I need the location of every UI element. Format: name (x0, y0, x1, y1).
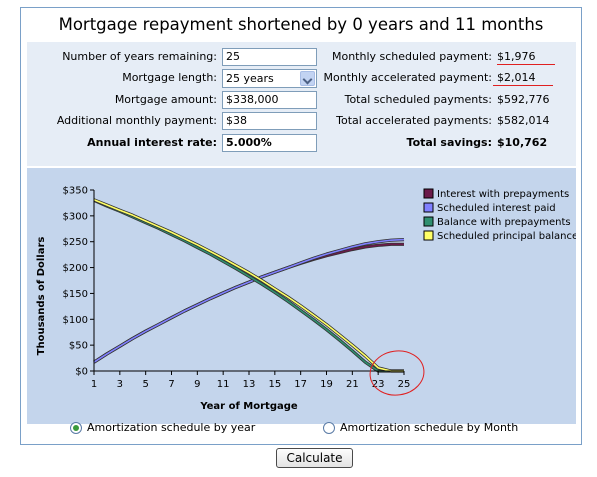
annotation-circle (369, 350, 425, 396)
x-tick-label: 9 (194, 379, 200, 390)
series-line-3 (93, 199, 404, 372)
radio-selected-icon[interactable] (70, 421, 82, 434)
underline-annotation (493, 85, 553, 86)
legend-label: Balance with prepayments (437, 217, 571, 228)
x-tick-label: 19 (320, 379, 333, 390)
x-tick-label: 17 (294, 379, 307, 390)
mortgage-calculator-panel: Mortgage repayment shortened by 0 years … (20, 7, 582, 445)
total-savings-label: Total savings: (406, 136, 492, 149)
legend-swatch (423, 230, 434, 241)
x-tick-label: 21 (346, 379, 359, 390)
radio-by-month[interactable]: Amortization schedule by Month (323, 421, 518, 434)
mortgage-length-value: 25 years (226, 72, 274, 85)
legend-swatch (423, 188, 434, 199)
y-tick-label: $350 (63, 186, 88, 197)
x-tick-label: 11 (217, 379, 230, 390)
y-tick-label: $300 (63, 211, 88, 222)
legend-swatch (423, 216, 434, 227)
chevron-down-icon[interactable] (300, 71, 315, 86)
series-line-outline (93, 198, 404, 373)
result-title: Mortgage repayment shortened by 0 years … (58, 15, 544, 34)
interest-rate-label: Annual interest rate: (87, 136, 217, 149)
calculate-button[interactable]: Calculate (276, 448, 353, 468)
legend-label: Interest with prepayments (437, 189, 569, 200)
monthly-accelerated-label: Monthly accelerated payment: (323, 71, 493, 84)
additional-payment-input[interactable]: $38 (222, 112, 317, 130)
monthly-scheduled-value: $1,976 (497, 50, 536, 63)
total-scheduled-value: $592,776 (497, 93, 550, 106)
series-line-4 (93, 199, 404, 372)
y-tick-label: $50 (69, 341, 88, 352)
y-tick-label: $200 (63, 263, 88, 274)
total-savings-value: $10,762 (497, 136, 548, 149)
x-tick-label: 5 (142, 379, 148, 390)
radio-by-month-label: Amortization schedule by Month (340, 421, 519, 434)
x-tick-label: 13 (243, 379, 256, 390)
legend-label: Scheduled principal balance (437, 231, 576, 242)
x-tick-label: 3 (117, 379, 123, 390)
mortgage-amount-label: Mortgage amount: (114, 93, 217, 106)
mortgage-amount-input[interactable]: $338,000 (222, 91, 317, 109)
monthly-scheduled-label: Monthly scheduled payment: (331, 50, 492, 63)
series-line-outline (93, 238, 405, 364)
series-line-outline (93, 242, 404, 364)
mortgage-length-label: Mortgage length: (122, 71, 217, 84)
monthly-accelerated-value: $2,014 (497, 71, 536, 84)
y-axis-label: Thousands of Dollars (36, 237, 47, 356)
x-tick-label: 25 (398, 379, 411, 390)
y-tick-label: $150 (63, 289, 88, 300)
radio-by-year-label: Amortization schedule by year (87, 421, 256, 434)
additional-payment-label: Additional monthly payment: (56, 114, 217, 127)
y-tick-label: $0 (75, 367, 88, 378)
x-tick-label: 7 (168, 379, 174, 390)
input-form: Number of years remaining: 25 Mortgage l… (27, 42, 576, 166)
legend-swatch (423, 202, 434, 213)
radio-by-year[interactable]: Amortization schedule by year (70, 421, 255, 434)
total-accelerated-value: $582,014 (497, 114, 550, 127)
underline-annotation (497, 64, 555, 65)
y-tick-label: $100 (63, 315, 88, 326)
series-line-2 (93, 238, 405, 363)
radio-unselected-icon[interactable] (323, 421, 335, 434)
years-remaining-label: Number of years remaining: (62, 50, 217, 63)
x-tick-label: 1 (91, 379, 97, 390)
x-axis-label: Year of Mortgage (199, 401, 298, 412)
y-tick-label: $250 (63, 237, 88, 248)
series-line-outline (93, 198, 404, 373)
mortgage-length-select[interactable]: 25 years (222, 69, 317, 88)
amortization-chart: $0 $50 $100 $150 $200 $250 $300 $350 1 3 5 7 9 11 13 15… (27, 168, 578, 424)
x-tick-label: 23 (372, 379, 385, 390)
interest-rate-input[interactable]: 5.000% (222, 134, 317, 152)
total-accelerated-label: Total accelerated payments: (336, 114, 492, 127)
series-line-1 (93, 243, 404, 363)
years-remaining-input[interactable]: 25 (222, 48, 317, 66)
legend-label: Scheduled interest paid (437, 203, 556, 214)
total-scheduled-label: Total scheduled payments: (344, 93, 492, 106)
x-tick-label: 15 (268, 379, 281, 390)
